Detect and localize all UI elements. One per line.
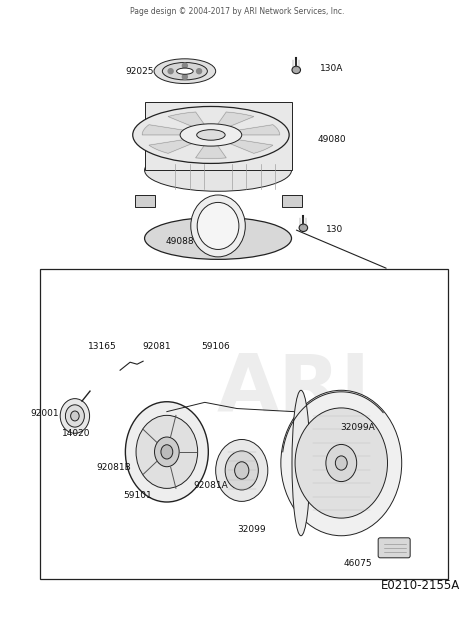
Polygon shape (216, 112, 254, 129)
Ellipse shape (162, 63, 207, 80)
Ellipse shape (335, 456, 347, 470)
Text: 59101: 59101 (123, 491, 152, 500)
Bar (40, 269, 448, 579)
Ellipse shape (216, 439, 268, 501)
Text: ARI: ARI (217, 351, 371, 429)
Ellipse shape (197, 202, 239, 249)
Polygon shape (230, 125, 280, 135)
Ellipse shape (125, 402, 208, 502)
Text: 92081: 92081 (142, 342, 171, 351)
Bar (282, 195, 301, 207)
Ellipse shape (295, 408, 387, 518)
Circle shape (168, 69, 173, 74)
Polygon shape (142, 125, 191, 135)
Circle shape (197, 69, 201, 74)
Text: 49088: 49088 (166, 237, 194, 246)
Ellipse shape (154, 59, 216, 84)
Ellipse shape (326, 444, 356, 482)
Text: 14020: 14020 (62, 429, 90, 438)
Ellipse shape (155, 437, 179, 467)
Ellipse shape (71, 411, 79, 421)
Ellipse shape (180, 124, 242, 146)
Ellipse shape (225, 451, 258, 490)
Ellipse shape (133, 106, 289, 163)
Text: 130A: 130A (320, 64, 344, 72)
Polygon shape (149, 139, 198, 154)
Text: 130: 130 (326, 225, 343, 233)
Text: Page design © 2004-2017 by ARI Network Services, Inc.: Page design © 2004-2017 by ARI Network S… (130, 7, 344, 15)
Circle shape (182, 74, 187, 79)
Ellipse shape (197, 130, 225, 141)
Text: 92081B: 92081B (96, 463, 131, 472)
Ellipse shape (292, 391, 310, 536)
Polygon shape (224, 139, 273, 154)
Text: 32099A: 32099A (340, 423, 375, 431)
Polygon shape (168, 112, 206, 129)
Ellipse shape (292, 66, 301, 74)
Ellipse shape (191, 195, 246, 257)
Circle shape (182, 63, 187, 68)
Text: 59106: 59106 (201, 342, 230, 351)
Text: 13165: 13165 (88, 342, 116, 351)
Text: 32099: 32099 (237, 525, 265, 534)
Bar (145, 102, 292, 170)
Ellipse shape (65, 405, 84, 427)
Ellipse shape (281, 391, 401, 536)
Text: 46075: 46075 (344, 559, 372, 568)
Text: E0210-2155A: E0210-2155A (381, 579, 460, 592)
Polygon shape (196, 143, 226, 158)
Text: 92025: 92025 (126, 67, 154, 76)
Ellipse shape (176, 68, 193, 74)
Ellipse shape (60, 399, 90, 433)
Ellipse shape (299, 224, 308, 232)
Text: 92001: 92001 (31, 409, 59, 418)
Ellipse shape (136, 415, 198, 488)
Text: 49080: 49080 (318, 135, 346, 144)
Ellipse shape (161, 444, 173, 459)
Text: 92081A: 92081A (193, 482, 228, 490)
Bar (135, 195, 155, 207)
Ellipse shape (145, 149, 292, 191)
Ellipse shape (145, 217, 292, 259)
Ellipse shape (235, 462, 249, 479)
FancyBboxPatch shape (378, 538, 410, 558)
